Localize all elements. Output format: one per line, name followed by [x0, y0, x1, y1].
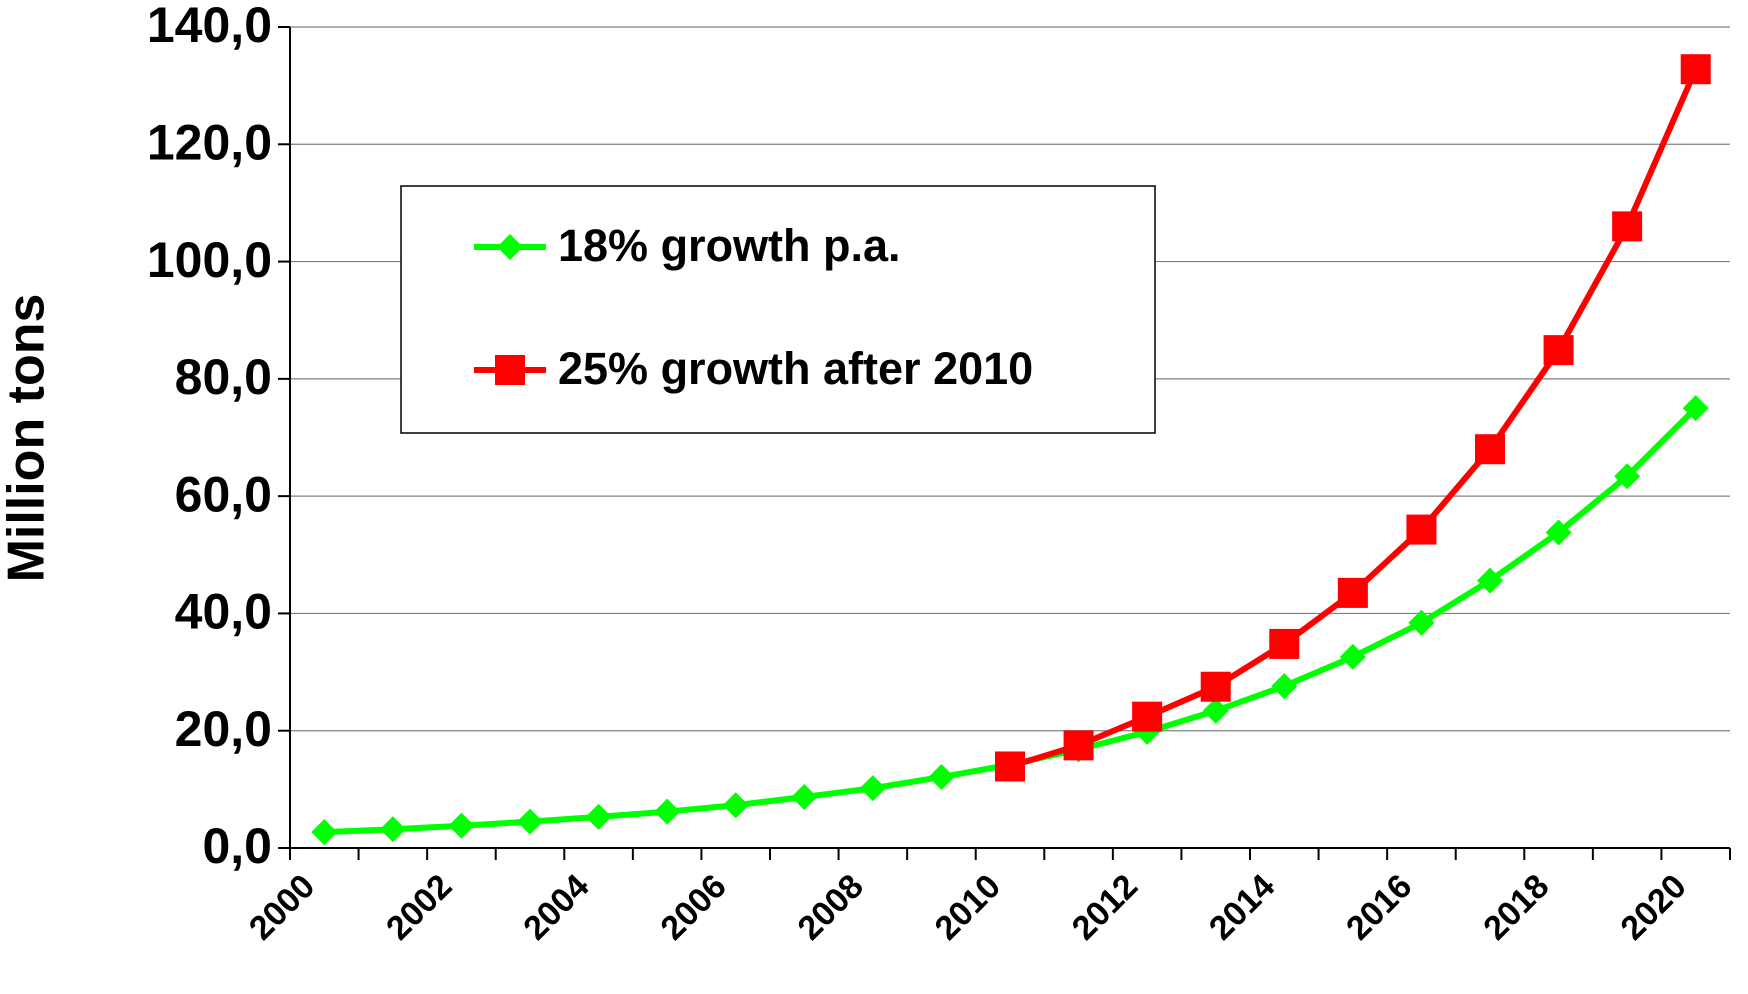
marker — [1339, 643, 1366, 670]
y-tick-label: 0,0 — [202, 818, 272, 874]
marker — [1200, 671, 1231, 702]
marker — [1269, 628, 1300, 659]
y-tick-label: 20,0 — [175, 701, 272, 757]
marker — [1132, 701, 1163, 732]
marker — [379, 816, 406, 843]
marker — [1682, 395, 1709, 422]
y-tick-label: 80,0 — [175, 349, 272, 405]
marker — [1408, 609, 1435, 636]
marker — [1406, 514, 1437, 545]
marker — [585, 803, 612, 830]
marker — [517, 808, 543, 835]
x-tick-label: 2020 — [1613, 867, 1693, 947]
x-tick-label: 2004 — [516, 867, 596, 947]
marker — [859, 775, 886, 802]
y-axis-title: Million tons — [0, 294, 56, 583]
y-tick-label: 60,0 — [175, 466, 272, 522]
marker — [1337, 577, 1368, 608]
y-tick-label: 40,0 — [175, 584, 272, 640]
series — [995, 54, 1711, 782]
legend-label: 18% growth p.a. — [558, 220, 901, 271]
marker — [1477, 567, 1503, 594]
legend-box — [400, 185, 1156, 434]
marker — [448, 812, 475, 839]
marker — [1612, 211, 1643, 242]
marker — [791, 783, 818, 810]
marker — [928, 764, 955, 791]
marker — [1545, 519, 1572, 546]
x-tick-label: 2006 — [653, 867, 733, 947]
marker — [497, 234, 523, 260]
x-tick-label: 2010 — [928, 867, 1008, 947]
marker — [1543, 335, 1574, 366]
marker — [1475, 434, 1505, 465]
marker — [995, 751, 1025, 782]
marker — [311, 819, 338, 846]
legend: 18% growth p.a. 25% growth after 2010 — [400, 185, 1156, 434]
x-tick-label: 2018 — [1476, 867, 1556, 947]
marker — [1271, 673, 1298, 700]
x-tick-label: 2012 — [1065, 867, 1145, 947]
x-tick-label: 2016 — [1339, 867, 1419, 947]
x-tick-label: 2002 — [379, 867, 459, 947]
marker — [1680, 54, 1711, 85]
y-tick-label: 120,0 — [147, 114, 272, 170]
marker — [722, 792, 749, 819]
x-tick-label: 2000 — [242, 867, 322, 947]
marker — [654, 798, 681, 825]
y-tick-label: 100,0 — [147, 232, 272, 288]
marker — [495, 355, 525, 385]
y-tick-label: 140,0 — [147, 0, 272, 53]
x-tick-label: 2008 — [791, 867, 871, 947]
legend-label: 25% growth after 2010 — [558, 343, 1033, 394]
marker — [1063, 730, 1094, 761]
x-tick-label: 2014 — [1202, 867, 1282, 947]
marker — [1614, 463, 1641, 490]
marker — [1202, 697, 1229, 724]
